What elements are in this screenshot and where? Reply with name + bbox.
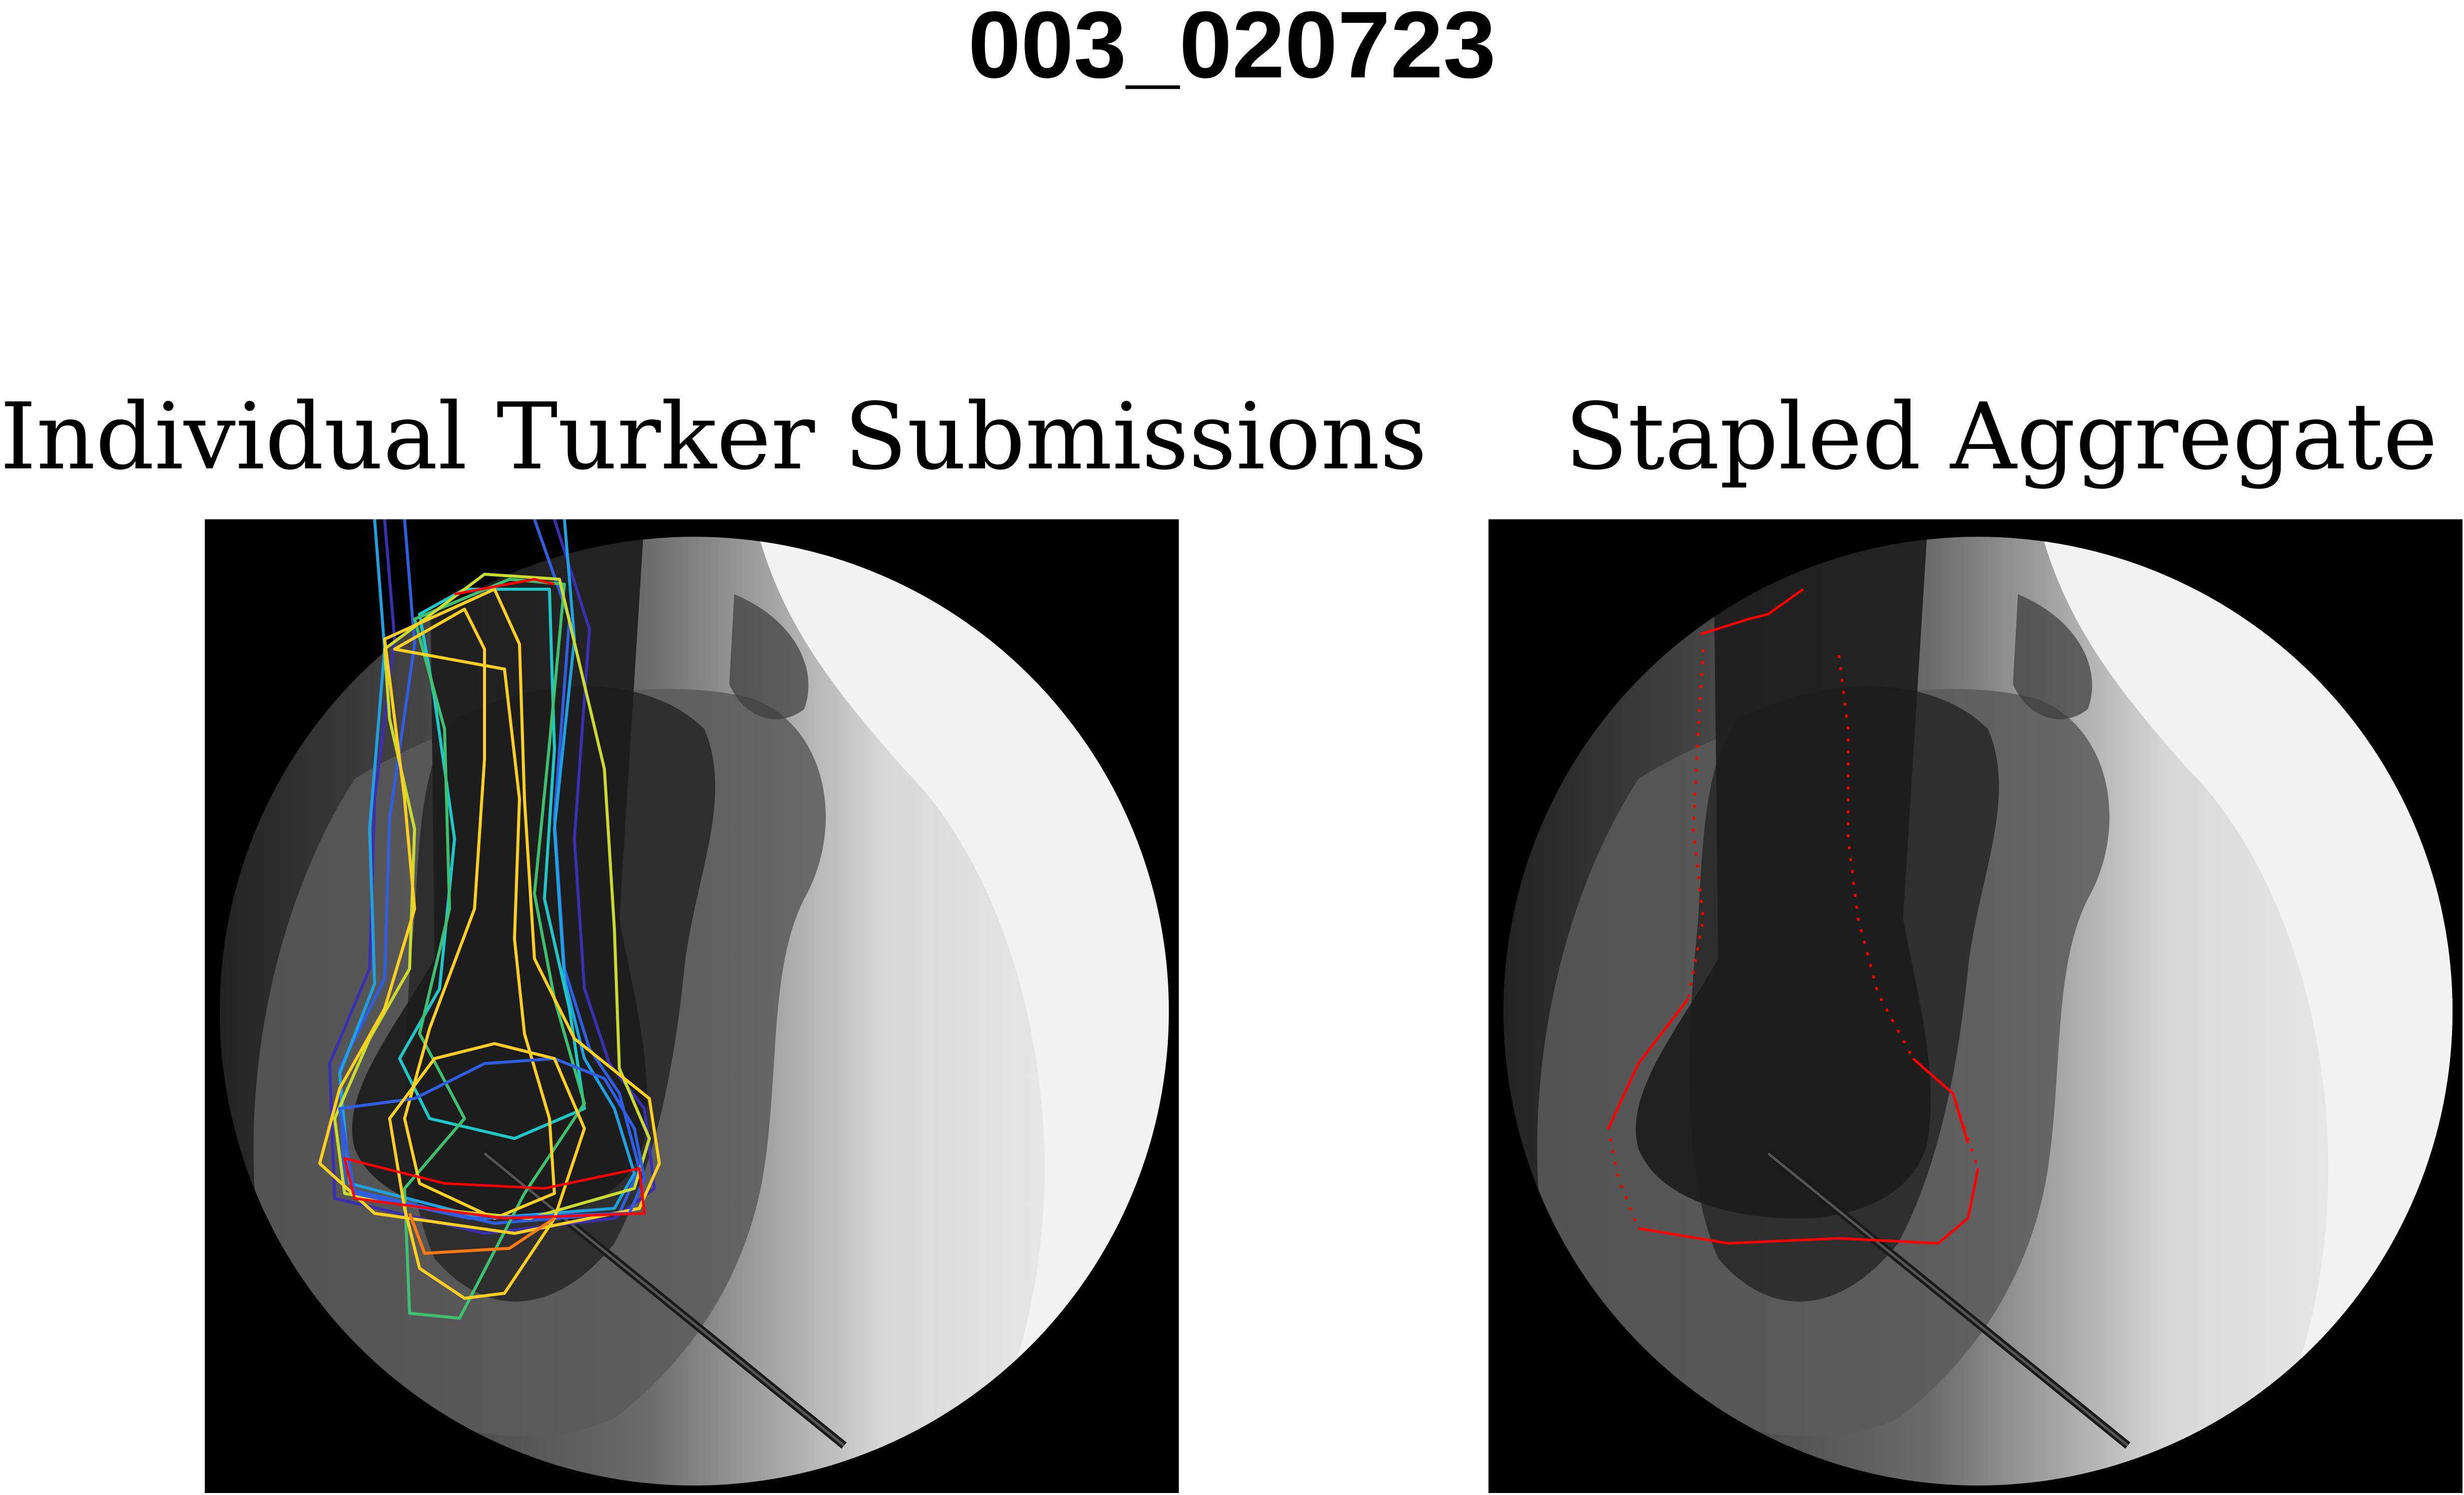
figure-title: 003_020723 [968,0,1496,98]
panel-stapled-aggregate [1488,519,2463,1493]
aggregate-outline [1607,588,1979,1245]
xray-image-left [205,519,1179,1493]
panel-title-individual-submissions: Individual Turker Submissions [0,383,1428,490]
xray-image-right [1488,519,2463,1493]
panel-individual-submissions [205,519,1179,1493]
panel-title-stapled-aggregate: Stapled Aggregate [1564,383,2438,490]
submission-outlines [318,519,661,1320]
